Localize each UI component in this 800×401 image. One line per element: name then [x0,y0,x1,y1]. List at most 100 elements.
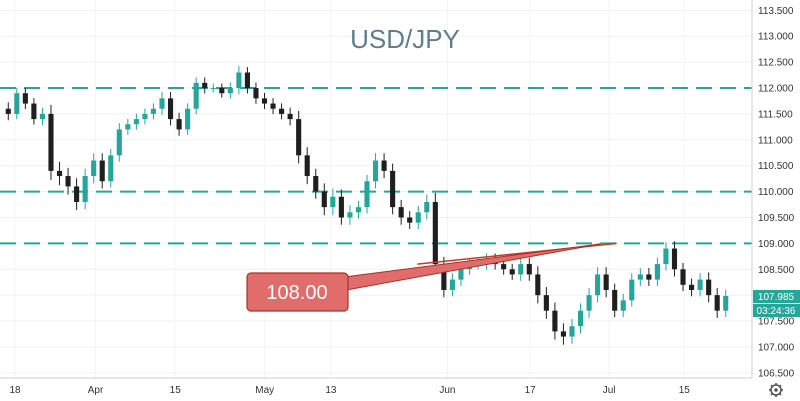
candle-body [313,176,319,192]
candle-body [654,264,660,280]
horizontal-levels [0,87,752,245]
candle-body [526,264,532,275]
last-price-label: 107.985 [758,292,795,303]
gear-icon[interactable] [769,383,783,397]
candle-body [432,201,438,265]
x-tick-label: 18 [9,385,21,396]
gear-tooth [770,392,774,396]
candle-body [560,331,567,337]
candle-body [261,98,268,104]
x-tick-label: 17 [525,385,537,396]
candle-body [347,212,353,218]
candle-body [22,93,28,104]
candle-body [586,295,592,311]
candle-body [74,186,80,202]
candle-body [415,212,421,223]
candle-body [91,160,97,177]
price-tags: 107.985 03:24:36 [753,290,800,317]
candle-body [424,201,430,213]
candle-body [407,217,413,223]
candle-body [227,88,233,94]
candle-body [193,82,199,109]
candle-body [253,88,259,99]
candle-body [364,181,370,208]
candle-body [14,93,20,114]
candle-body [543,295,549,311]
candle-body [279,108,285,114]
chart-title: USD/JPY [350,24,460,54]
y-tick-label: 112.500 [758,58,794,69]
callout-label: 108.00 [266,282,327,304]
candle-body [116,129,122,156]
y-tick-label: 108.500 [758,265,795,276]
y-axis: 113.500 113.000 112.500 112.000 111.500 111.0… [751,0,795,379]
candle-body [296,119,302,156]
candle-body [441,264,447,290]
candle-body [236,72,242,89]
candle-body [330,196,336,208]
x-tick-label: Apr [88,385,104,396]
candle-body [31,103,37,120]
gear-tooth [778,392,782,396]
callout-box [246,272,349,312]
candle-body [671,248,678,270]
candle-body [390,170,396,208]
candle-body [287,113,293,120]
y-tick-label: 111.000 [758,135,793,146]
x-tick-label: 13 [325,385,337,396]
candle-body [338,196,344,218]
candle-body [398,207,404,218]
x-tick-label: May [255,385,274,396]
candle-body [714,295,720,311]
candlestick-series [5,66,729,345]
candle-body [5,108,11,114]
candle-body [723,295,729,311]
candle-body [646,274,652,280]
candle-body [167,98,174,120]
y-tick-label: 109.500 [758,213,795,224]
candle-body [629,279,635,301]
gear-tooth [770,384,774,388]
callout-pointer [343,243,601,291]
y-tick-label: 106.500 [758,368,795,379]
candle-body [185,108,191,130]
candle-body [603,274,609,290]
candle-body [210,88,216,90]
y-tick-label: 110.000 [758,187,794,198]
candle-body [680,269,686,285]
x-tick-label: Jul [603,385,616,396]
x-tick-label: 15 [679,385,691,396]
x-tick-label: 15 [170,385,182,396]
last-price-tag [753,290,800,303]
y-tick-label: 113.000 [758,32,794,43]
candle-body [663,248,669,265]
candle-body [595,274,601,296]
y-tick-label: 112.000 [758,84,794,95]
candle-body [355,207,362,213]
price-callout: 108.00 [246,243,601,312]
y-tick-label: 110.500 [758,161,794,172]
candle-body [458,269,464,280]
candle-body [535,274,541,296]
countdown-label: 03:24:36 [757,306,796,317]
candle-body [304,155,310,177]
y-tick-label: 111.500 [758,109,793,120]
countdown-tag [753,304,800,317]
candle-body [108,155,114,182]
candle-body [176,119,182,130]
candle-body [569,326,575,337]
candle-body [321,191,327,208]
candle-body [518,264,524,275]
candle-body [56,170,63,177]
candle-body [697,279,703,290]
candle-body [270,103,276,109]
gear-hub [774,388,778,392]
candle-body [39,113,45,120]
candle-body [372,160,379,182]
candle-body [99,160,105,182]
candle-body [552,310,558,332]
candle-body [509,269,515,275]
candle-body [689,284,695,290]
candle-body [449,279,455,290]
